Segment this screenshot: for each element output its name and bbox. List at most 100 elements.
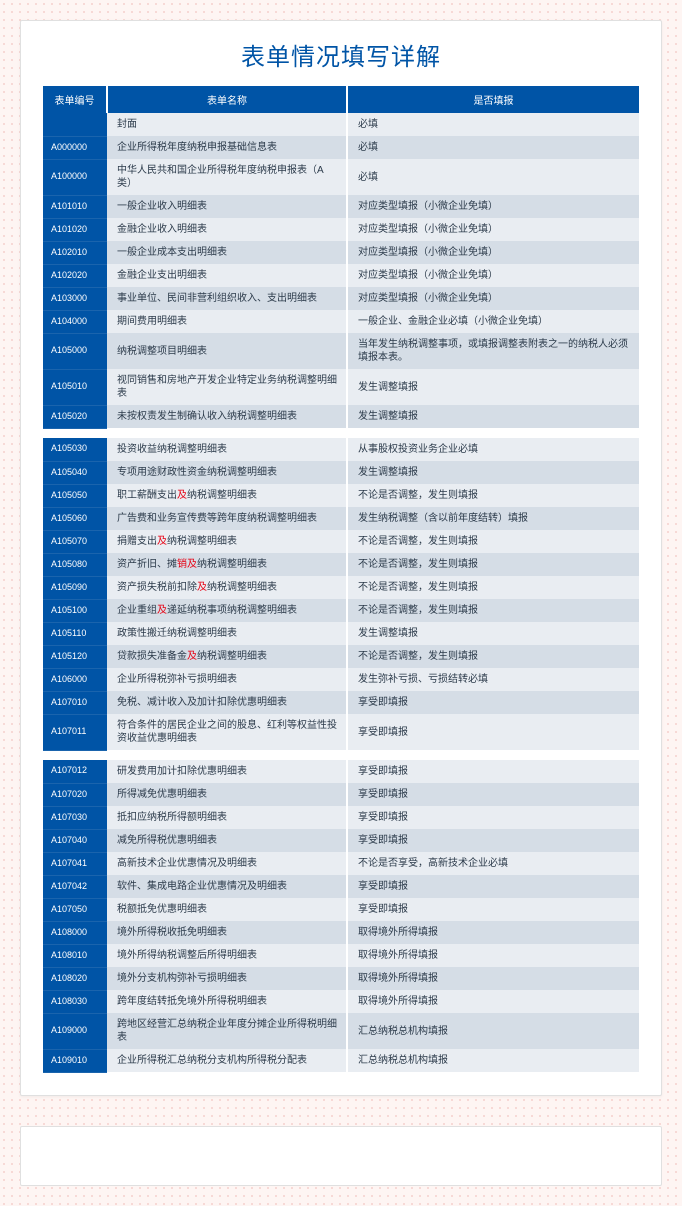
cell-name: 企业所得税年度纳税申报基础信息表 — [107, 136, 347, 159]
table-row: A108010境外所得纳税调整后所得明细表取得境外所得填报 — [43, 944, 639, 967]
cell-code: A107030 — [43, 806, 107, 829]
table-row: A107030抵扣应纳税所得额明细表享受即填报 — [43, 806, 639, 829]
cell-status: 取得境外所得填报 — [347, 944, 639, 967]
cell-status: 不论是否调整，发生则填报 — [347, 599, 639, 622]
table-row: A103000事业单位、民间非营利组织收入、支出明细表对应类型填报（小微企业免填… — [43, 287, 639, 310]
cell-code: A100000 — [43, 159, 107, 195]
table-row: A105100企业重组及递延纳税事项纳税调整明细表不论是否调整，发生则填报 — [43, 599, 639, 622]
cell-status: 不论是否调整，发生则填报 — [347, 484, 639, 507]
table-row: A107042软件、集成电路企业优惠情况及明细表享受即填报 — [43, 875, 639, 898]
cell-code: A105110 — [43, 622, 107, 645]
forms-table: 表单编号 表单名称 是否填报 封面必填A000000企业所得税年度纳税申报基础信… — [43, 86, 639, 1073]
cell-status: 对应类型填报（小微企业免填） — [347, 287, 639, 310]
table-row: A100000中华人民共和国企业所得税年度纳税申报表（A类）必填 — [43, 159, 639, 195]
table-row: A108020境外分支机构弥补亏损明细表取得境外所得填报 — [43, 967, 639, 990]
cell-code: A105090 — [43, 576, 107, 599]
table-row: A107040减免所得税优惠明细表享受即填报 — [43, 829, 639, 852]
cell-code: A101020 — [43, 218, 107, 241]
cell-name: 抵扣应纳税所得额明细表 — [107, 806, 347, 829]
cell-status: 享受即填报 — [347, 783, 639, 806]
cell-status: 享受即填报 — [347, 714, 639, 750]
table-row: A105120贷款损失准备金及纳税调整明细表不论是否调整，发生则填报 — [43, 645, 639, 668]
table-row: A107012研发费用加计扣除优惠明细表享受即填报 — [43, 760, 639, 783]
cell-name: 境外所得税收抵免明细表 — [107, 921, 347, 944]
cell-status: 享受即填报 — [347, 829, 639, 852]
table-row: A102020金融企业支出明细表对应类型填报（小微企业免填） — [43, 264, 639, 287]
cell-code: A107042 — [43, 875, 107, 898]
cell-status: 发生调整填报 — [347, 622, 639, 645]
cell-code: A108030 — [43, 990, 107, 1013]
cell-status: 享受即填报 — [347, 691, 639, 714]
cell-status: 享受即填报 — [347, 875, 639, 898]
cell-code: A109000 — [43, 1013, 107, 1049]
cell-name: 纳税调整项目明细表 — [107, 333, 347, 369]
cell-status: 必填 — [347, 159, 639, 195]
cell-name: 减免所得税优惠明细表 — [107, 829, 347, 852]
cell-name: 贷款损失准备金及纳税调整明细表 — [107, 645, 347, 668]
cell-name: 免税、减计收入及加计扣除优惠明细表 — [107, 691, 347, 714]
cell-code: A107012 — [43, 760, 107, 783]
cell-name: 所得减免优惠明细表 — [107, 783, 347, 806]
table-row: A105020未按权责发生制确认收入纳税调整明细表发生调整填报 — [43, 405, 639, 428]
cell-name: 一般企业收入明细表 — [107, 195, 347, 218]
cell-code: A105020 — [43, 405, 107, 428]
table-row: A108000境外所得税收抵免明细表取得境外所得填报 — [43, 921, 639, 944]
header-name: 表单名称 — [107, 86, 347, 113]
cell-status: 发生弥补亏损、亏损结转必填 — [347, 668, 639, 691]
cell-name: 跨地区经营汇总纳税企业年度分摊企业所得税明细表 — [107, 1013, 347, 1049]
cell-status: 对应类型填报（小微企业免填） — [347, 241, 639, 264]
table-row: A105000纳税调整项目明细表当年发生纳税调整事项，或填报调整表附表之一的纳税… — [43, 333, 639, 369]
cell-code: A107020 — [43, 783, 107, 806]
cell-status: 取得境外所得填报 — [347, 990, 639, 1013]
cell-name: 事业单位、民间非营利组织收入、支出明细表 — [107, 287, 347, 310]
cell-status: 享受即填报 — [347, 760, 639, 783]
cell-code: A108020 — [43, 967, 107, 990]
table-row: A101010一般企业收入明细表对应类型填报（小微企业免填） — [43, 195, 639, 218]
cell-name: 研发费用加计扣除优惠明细表 — [107, 760, 347, 783]
cell-code: A105000 — [43, 333, 107, 369]
cell-name: 境外分支机构弥补亏损明细表 — [107, 967, 347, 990]
page-title: 表单情况填写详解 — [43, 37, 639, 72]
cell-name: 职工薪酬支出及纳税调整明细表 — [107, 484, 347, 507]
cell-code: A107011 — [43, 714, 107, 750]
table-row: A105040专项用途财政性资金纳税调整明细表发生调整填报 — [43, 461, 639, 484]
cell-name: 跨年度结转抵免境外所得税明细表 — [107, 990, 347, 1013]
section-gap — [43, 750, 639, 760]
cell-status: 当年发生纳税调整事项，或填报调整表附表之一的纳税人必须填报本表。 — [347, 333, 639, 369]
cell-code: A103000 — [43, 287, 107, 310]
cell-code: A108010 — [43, 944, 107, 967]
cell-status: 享受即填报 — [347, 806, 639, 829]
table-row: A105070捐赠支出及纳税调整明细表不论是否调整，发生则填报 — [43, 530, 639, 553]
cell-name: 境外所得纳税调整后所得明细表 — [107, 944, 347, 967]
cell-name: 广告费和业务宣传费等跨年度纳税调整明细表 — [107, 507, 347, 530]
table-row: A105110政策性搬迁纳税调整明细表发生调整填报 — [43, 622, 639, 645]
cell-code: A107050 — [43, 898, 107, 921]
main-card: 表单情况填写详解 表单编号 表单名称 是否填报 封面必填A000000企业所得税… — [20, 20, 662, 1096]
cell-code: A101010 — [43, 195, 107, 218]
cell-status: 汇总纳税总机构填报 — [347, 1013, 639, 1049]
cell-status: 对应类型填报（小微企业免填） — [347, 218, 639, 241]
cell-code: A105010 — [43, 369, 107, 405]
cell-status: 取得境外所得填报 — [347, 967, 639, 990]
cell-name: 企业重组及递延纳税事项纳税调整明细表 — [107, 599, 347, 622]
cell-code: A105080 — [43, 553, 107, 576]
cell-status: 汇总纳税总机构填报 — [347, 1049, 639, 1072]
cell-code: A102010 — [43, 241, 107, 264]
table-row: A107050税额抵免优惠明细表享受即填报 — [43, 898, 639, 921]
table-row: A108030跨年度结转抵免境外所得税明细表取得境外所得填报 — [43, 990, 639, 1013]
header-status: 是否填报 — [347, 86, 639, 113]
table-row: A104000期间费用明细表一般企业、金融企业必填（小微企业免填） — [43, 310, 639, 333]
cell-name: 企业所得税弥补亏损明细表 — [107, 668, 347, 691]
table-row: A109010企业所得税汇总纳税分支机构所得税分配表汇总纳税总机构填报 — [43, 1049, 639, 1072]
cell-status: 对应类型填报（小微企业免填） — [347, 264, 639, 287]
table-row: A102010一般企业成本支出明细表对应类型填报（小微企业免填） — [43, 241, 639, 264]
table-row: A106000企业所得税弥补亏损明细表发生弥补亏损、亏损结转必填 — [43, 668, 639, 691]
cell-status: 从事股权投资业务企业必填 — [347, 438, 639, 461]
footer-card — [20, 1126, 662, 1186]
cell-name: 投资收益纳税调整明细表 — [107, 438, 347, 461]
cell-code: A108000 — [43, 921, 107, 944]
cell-code: A105040 — [43, 461, 107, 484]
cell-status: 不论是否享受，高新技术企业必填 — [347, 852, 639, 875]
cell-status: 不论是否调整，发生则填报 — [347, 553, 639, 576]
cell-name: 金融企业支出明细表 — [107, 264, 347, 287]
